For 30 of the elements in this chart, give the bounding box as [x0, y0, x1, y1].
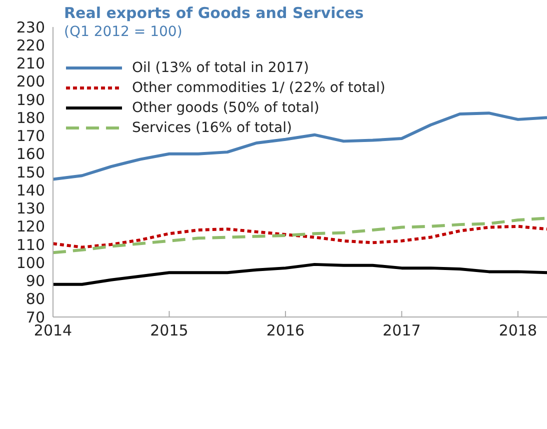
x-tick-label: 2018 — [498, 322, 538, 340]
x-tick-label: 2016 — [266, 322, 305, 340]
line-series — [53, 224, 547, 249]
legend-label: Services (16% of total) — [132, 120, 292, 136]
x-tick-label: 2017 — [382, 322, 421, 340]
legend-label: Other commodities 1/ (22% of total) — [132, 80, 386, 96]
y-tick-label: 140 — [16, 181, 45, 200]
y-tick-label: 100 — [16, 254, 45, 272]
y-tick-label: 130 — [16, 200, 45, 218]
y-tick-label: 220 — [16, 36, 45, 54]
legend-label: Oil (13% of total in 2017) — [132, 60, 309, 76]
y-tick-label: 200 — [16, 72, 45, 91]
y-tick-label: 150 — [16, 163, 45, 182]
x-tick-label: 2014 — [34, 322, 72, 340]
y-tick-label: 80 — [26, 290, 45, 308]
y-tick-label: 210 — [16, 54, 45, 73]
legend-label: Other goods (50% of total) — [132, 100, 320, 116]
y-tick-label: 170 — [16, 127, 45, 146]
y-tick-label: 120 — [16, 218, 45, 236]
chart-subtitle: (Q1 2012 = 100) — [64, 24, 184, 40]
y-tick-label: 110 — [16, 236, 45, 254]
x-tick-label: 2015 — [150, 322, 188, 340]
y-tick-label: 180 — [16, 108, 45, 127]
y-tick-label: 160 — [16, 145, 45, 164]
y-tick-label: 230 — [16, 18, 45, 36]
y-tick-label: 190 — [16, 90, 45, 109]
chart-title: Real exports of Goods and Services — [64, 4, 364, 22]
line-series — [53, 216, 547, 254]
line-series — [53, 262, 547, 286]
y-tick-label: 90 — [26, 272, 45, 290]
